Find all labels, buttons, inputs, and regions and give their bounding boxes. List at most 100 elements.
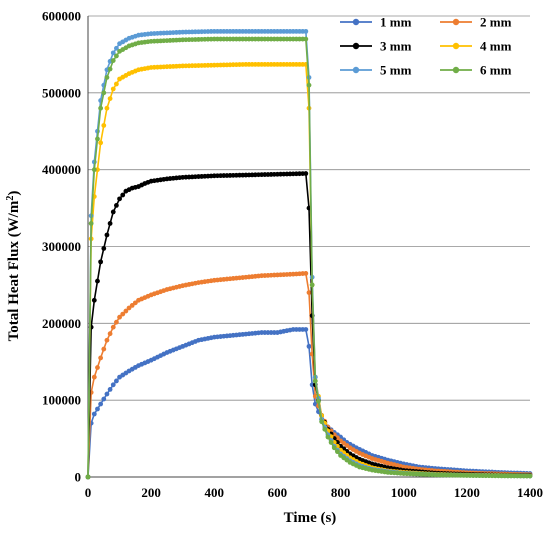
data-point <box>306 343 312 349</box>
legend-item: 6 mm <box>440 63 512 78</box>
series-line <box>87 172 531 478</box>
y-tick-label: 600000 <box>42 9 81 24</box>
series-line <box>87 272 531 478</box>
tick-labels: 0 100000 200000 300000 400000 500000 600000 0 20… <box>42 9 543 501</box>
data-point <box>303 327 309 332</box>
y-axis-title: Total Heat Flux (W/m2) <box>5 191 23 342</box>
data-point <box>110 50 116 56</box>
legend-item: 3 mm <box>340 39 412 54</box>
data-point <box>110 86 116 92</box>
data-point <box>110 324 116 330</box>
data-point <box>95 365 100 370</box>
data-point <box>303 28 309 34</box>
y-axis-title-superscript: 2 <box>5 196 16 201</box>
legend-label: 1 mm <box>380 15 412 30</box>
data-point <box>117 314 122 320</box>
data-point <box>123 308 129 314</box>
data-point <box>101 246 107 251</box>
data-point <box>117 196 122 202</box>
x-tick-label: 0 <box>85 485 92 500</box>
data-point <box>527 473 533 479</box>
y-tick-label: 500000 <box>42 85 81 100</box>
legend-marker <box>352 66 360 74</box>
data-point <box>107 66 113 72</box>
legend-marker <box>452 42 460 50</box>
data-point <box>110 382 116 388</box>
legend-label: 3 mm <box>380 39 412 54</box>
data-point <box>335 449 340 455</box>
data-point <box>101 346 107 352</box>
data-point <box>91 297 97 303</box>
data-point <box>95 136 100 142</box>
legend-label: 2 mm <box>480 15 512 30</box>
data-point <box>114 81 119 87</box>
series-line <box>87 328 531 478</box>
data-point <box>303 270 309 276</box>
x-tick-label: 1000 <box>391 485 417 500</box>
data-point <box>101 90 107 96</box>
data-point <box>110 58 116 63</box>
data-point <box>107 221 113 226</box>
data-point <box>85 474 91 480</box>
data-point <box>101 123 107 128</box>
data-point <box>120 192 126 198</box>
data-point <box>325 434 331 440</box>
data-point <box>331 445 337 451</box>
x-tick-label: 1200 <box>454 485 480 500</box>
legend-label: 4 mm <box>480 39 512 54</box>
data-point <box>110 209 116 215</box>
legend-marker <box>452 18 460 26</box>
x-tick-label: 1400 <box>517 485 543 500</box>
y-tick-label: 100000 <box>42 393 81 408</box>
data-point <box>322 426 328 432</box>
y-tick-label: 0 <box>75 470 82 485</box>
data-point <box>104 391 110 397</box>
data-point <box>91 411 97 417</box>
x-tick-label: 400 <box>205 485 225 500</box>
data-point <box>98 401 104 407</box>
series-2-mm <box>85 270 533 480</box>
data-point <box>104 232 110 238</box>
data-point <box>309 282 315 288</box>
data-point <box>95 406 100 412</box>
series-layer <box>85 28 533 480</box>
data-point <box>95 278 100 284</box>
y-tick-label: 300000 <box>42 239 81 254</box>
legend-marker <box>452 66 460 74</box>
data-point <box>114 53 119 59</box>
data-point <box>120 311 126 317</box>
legend-item: 5 mm <box>340 63 412 78</box>
legend-marker <box>352 42 360 50</box>
data-point <box>316 398 321 404</box>
legend-item: 1 mm <box>340 15 412 30</box>
data-point <box>104 105 110 111</box>
data-point <box>101 396 107 402</box>
series-1-mm <box>85 327 533 480</box>
data-point <box>114 378 119 384</box>
data-point <box>107 387 113 392</box>
y-tick-label: 200000 <box>42 316 81 331</box>
data-point <box>107 331 113 337</box>
data-point <box>306 82 312 88</box>
x-axis-title: Time (s) <box>284 510 337 526</box>
data-point <box>312 378 318 384</box>
data-point <box>328 440 334 445</box>
data-point <box>91 374 97 380</box>
x-tick-label: 600 <box>268 485 288 500</box>
legend-marker <box>352 18 360 26</box>
data-point <box>104 337 110 343</box>
y-tick-label: 400000 <box>42 162 81 177</box>
y-axis-title-main: Total Heat Flux (W/m <box>6 200 22 341</box>
data-point <box>98 259 104 265</box>
data-point <box>319 419 325 425</box>
data-point <box>107 96 113 101</box>
legend-item: 2 mm <box>440 15 512 30</box>
legend: 1 mm 2 mm 3 mm 4 mm 5 mm 6 mm <box>340 15 512 78</box>
series-6-mm <box>85 36 533 480</box>
data-point <box>114 45 119 51</box>
data-point <box>91 167 97 173</box>
legend-label: 5 mm <box>380 63 412 78</box>
data-point <box>303 36 309 42</box>
